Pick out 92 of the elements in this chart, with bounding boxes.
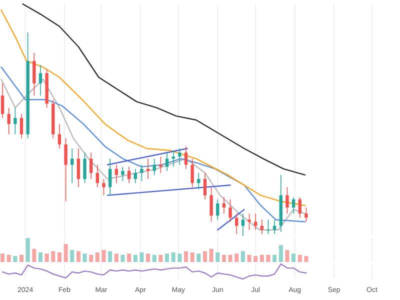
candlestick [140, 164, 144, 182]
bar [44, 254, 49, 262]
bar [57, 252, 62, 262]
candlestick [114, 164, 118, 184]
bar [82, 254, 87, 262]
bar [247, 254, 252, 262]
candlestick [90, 152, 93, 180]
bar [298, 254, 302, 262]
bar [171, 252, 176, 262]
bar [120, 254, 125, 262]
bar [216, 252, 220, 262]
candlestick [83, 152, 86, 184]
bar [254, 256, 258, 262]
candlestick [20, 113, 24, 139]
candlestick [96, 164, 100, 188]
bar [202, 251, 207, 262]
candlestick [134, 168, 137, 184]
bar [152, 254, 156, 262]
bar [228, 254, 232, 262]
bar [266, 254, 270, 262]
bar [184, 251, 188, 262]
bar [64, 244, 68, 262]
bar [20, 254, 24, 262]
bar [158, 254, 163, 262]
bar [285, 250, 290, 262]
candlestick [159, 156, 162, 174]
candlestick [298, 196, 302, 218]
candlestick [127, 166, 131, 184]
bar [165, 254, 170, 262]
bar [6, 254, 11, 262]
candlestick [76, 148, 80, 188]
bar [114, 254, 118, 262]
bar [272, 254, 277, 262]
bar [178, 254, 182, 262]
bar [13, 256, 18, 262]
bar [278, 245, 283, 262]
bar [95, 252, 100, 262]
candlestick [38, 64, 42, 96]
candlestick [58, 124, 62, 149]
candlestick [190, 158, 194, 188]
bar [240, 251, 245, 262]
candlestick [14, 107, 17, 135]
candlestick [228, 198, 232, 222]
bar [127, 254, 132, 262]
candlestick [64, 138, 68, 202]
bar [0, 254, 5, 262]
bar [140, 252, 144, 262]
bar [32, 248, 36, 262]
bar [209, 248, 214, 262]
candlestick [272, 219, 276, 234]
bar [304, 256, 308, 262]
candlestick [210, 186, 213, 222]
candlestick [260, 219, 264, 234]
candlestick [152, 158, 156, 176]
candlestick [222, 196, 226, 214]
bar [102, 250, 106, 262]
candlestick [165, 152, 169, 172]
candlestick [178, 148, 182, 166]
candlestick [286, 186, 289, 214]
candlestick [197, 172, 200, 190]
candlestick [235, 213, 238, 234]
candlestick [248, 213, 251, 230]
bar [70, 250, 74, 262]
bar [222, 254, 226, 262]
bar [196, 254, 201, 262]
candlestick [7, 107, 10, 135]
candlestick [0, 82, 4, 118]
candlestick [304, 207, 308, 222]
candlestick [203, 172, 207, 200]
candlestick [241, 213, 245, 236]
bar [108, 251, 112, 262]
candlestick [70, 148, 74, 184]
bar [190, 252, 194, 262]
candlestick [102, 178, 106, 196]
bar [89, 254, 94, 262]
candlestick [254, 213, 258, 230]
bar [51, 251, 56, 262]
candlestick [216, 198, 220, 220]
bar [38, 252, 42, 262]
bar [292, 254, 296, 262]
candlestick [146, 158, 150, 180]
bar [76, 251, 80, 262]
candlestick [184, 146, 188, 170]
candlestick [121, 166, 124, 182]
candlestick [292, 196, 296, 214]
candlestick [32, 52, 36, 96]
bar [133, 254, 138, 262]
bar [146, 254, 150, 262]
bar [234, 254, 239, 262]
candlestick [108, 158, 112, 196]
candlestick [172, 150, 175, 168]
bar [260, 254, 264, 262]
